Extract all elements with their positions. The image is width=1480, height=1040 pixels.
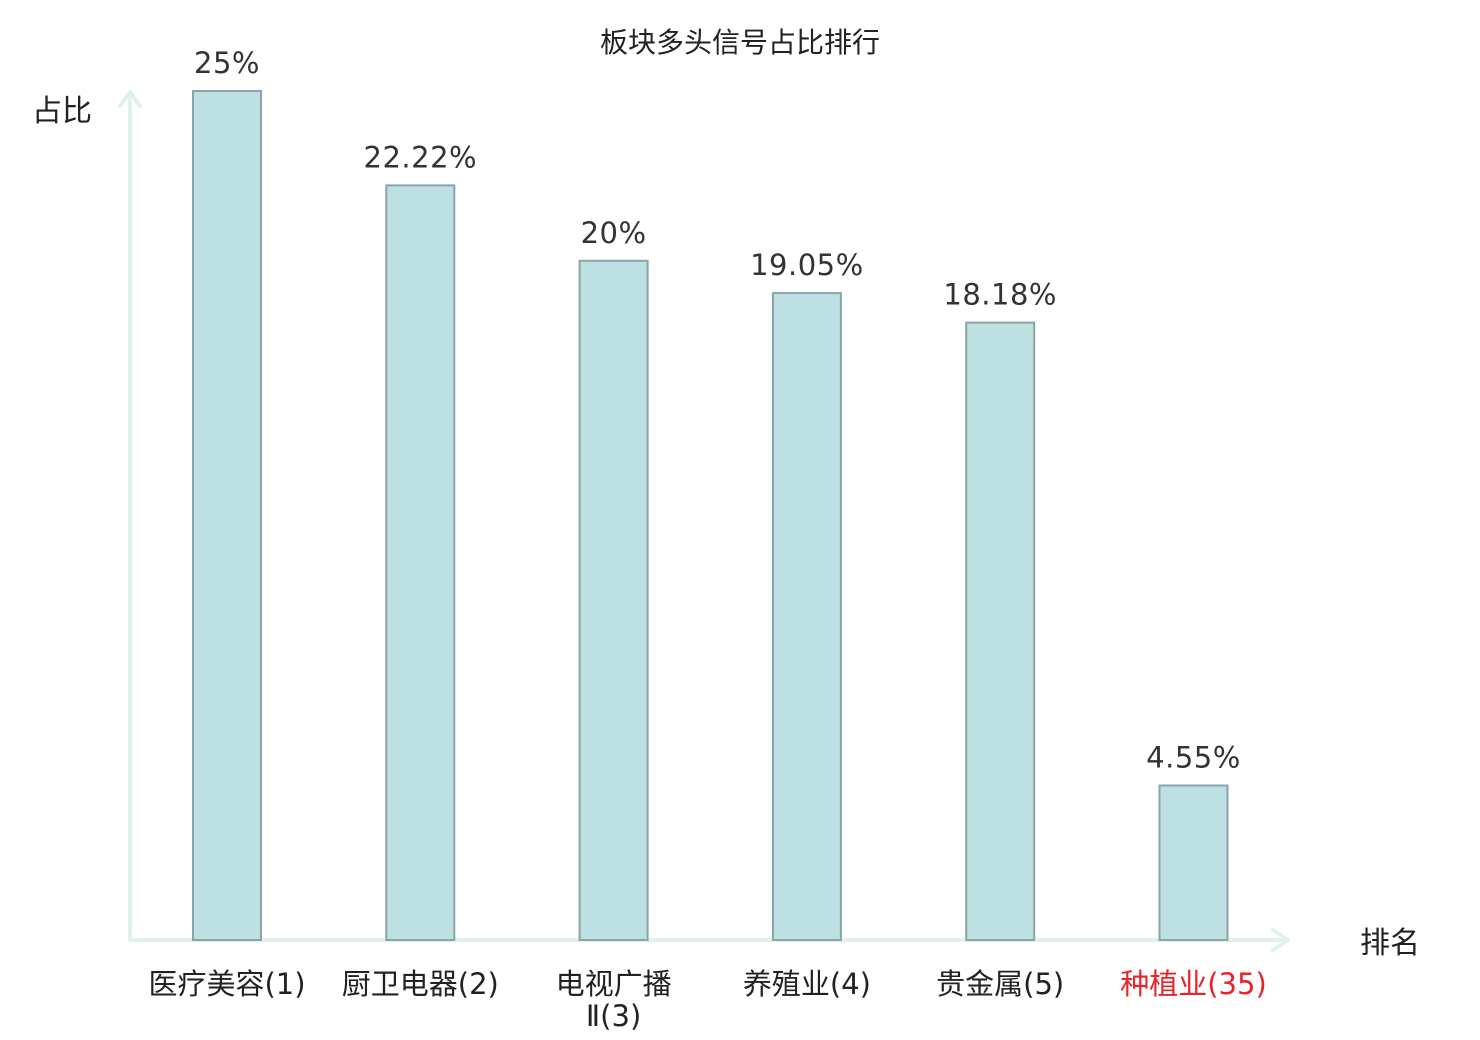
chart-title: 板块多头信号占比排行 <box>600 26 880 59</box>
bar <box>965 321 1036 942</box>
data-label: 22.22% <box>364 140 478 174</box>
x-tick-label: 种植业(35) <box>1120 967 1267 1001</box>
bar <box>771 292 842 942</box>
x-tick-label: 养殖业(4) <box>743 967 871 1001</box>
bar <box>192 90 262 941</box>
x-axis-arrowhead <box>1271 928 1290 952</box>
bar <box>1158 784 1229 941</box>
tick-labels-group: 医疗美容(1) 厨卫电器(2) 电视广播 Ⅱ(3) 养殖业(4) 贵金属(5) 种植业(35… <box>148 967 1266 1033</box>
x-tick-label-line: 种植业(35) <box>1120 967 1267 1001</box>
bar <box>385 184 456 941</box>
data-label: 25% <box>194 46 260 80</box>
data-label: 20% <box>581 216 647 250</box>
x-tick-label-line: 养殖业(4) <box>743 967 871 1001</box>
data-label: 18.18% <box>943 278 1057 312</box>
x-tick-label-line: 电视广播 <box>556 967 672 1001</box>
x-tick-label: 电视广播 Ⅱ(3) <box>556 967 672 1033</box>
bar <box>578 259 649 941</box>
x-tick-label-line: 医疗美容(1) <box>148 967 305 1001</box>
x-tick-label-line: 厨卫电器(2) <box>342 967 499 1001</box>
data-label: 4.55% <box>1146 741 1241 775</box>
x-tick-label: 医疗美容(1) <box>148 967 305 1001</box>
x-tick-label-line: Ⅱ(3) <box>586 999 641 1033</box>
bars-group <box>192 90 1229 942</box>
x-tick-label: 贵金属(5) <box>936 967 1064 1001</box>
data-label: 19.05% <box>750 248 864 282</box>
x-tick-label: 厨卫电器(2) <box>342 967 499 1001</box>
x-tick-label-line: 贵金属(5) <box>936 967 1064 1001</box>
y-axis-label: 占比 <box>32 94 92 129</box>
data-labels-group: 25% 22.22% 20% 19.05% 18.18% 4.55% <box>194 46 1241 775</box>
x-axis-label: 排名 <box>1360 926 1420 961</box>
